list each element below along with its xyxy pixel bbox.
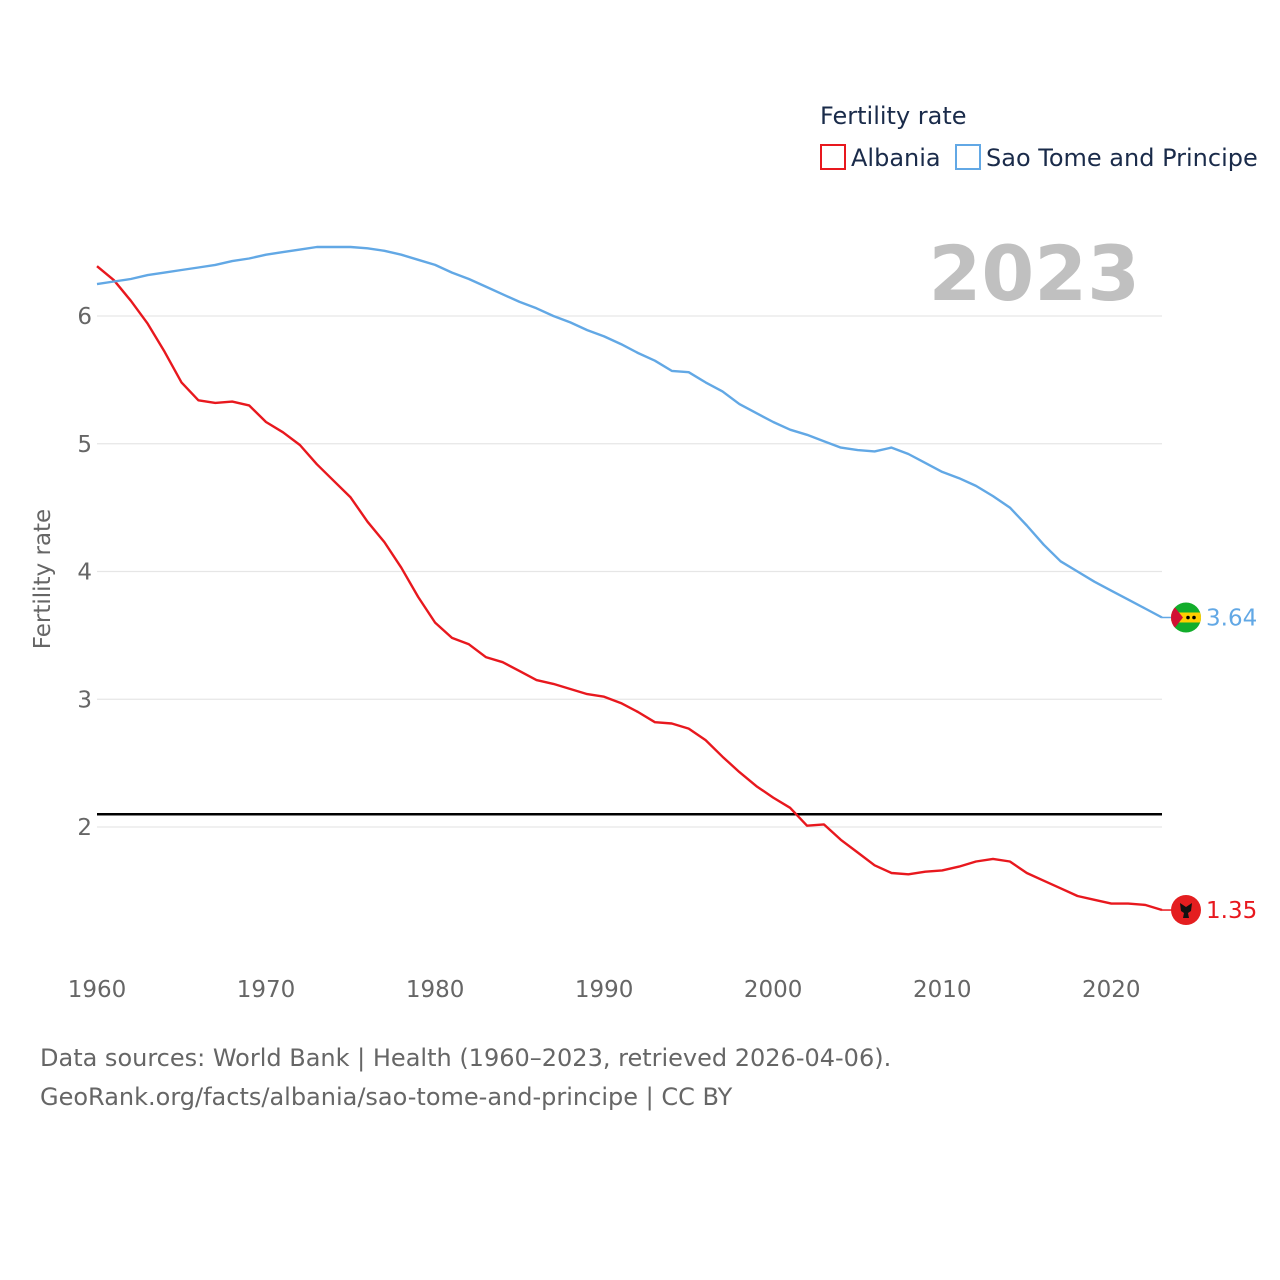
legend-label-albania: Albania xyxy=(851,144,941,172)
legend-item-sao-tome[interactable]: Sao Tome and Principe xyxy=(955,144,1258,172)
end-value-label: 1.35 xyxy=(1206,898,1257,924)
source-url[interactable]: GeoRank.org/facts/albania/sao-tome-and-p… xyxy=(40,1083,733,1111)
series-lines xyxy=(96,245,1163,912)
legend-title: Fertility rate xyxy=(820,102,967,130)
legend-swatch-sao-tome xyxy=(955,144,981,170)
eagle-shape xyxy=(1180,903,1192,919)
end-value-label: 3.64 xyxy=(1206,605,1257,631)
y-tick-label: 6 xyxy=(77,304,92,330)
flag-stripes xyxy=(1171,602,1201,633)
x-tick-label: 2000 xyxy=(744,977,803,1003)
x-tick-label: 1960 xyxy=(68,977,127,1003)
fertility-chart: 2 3 4 5 6 1960 1970 1980 1990 2000 2010 2020 1.35 3… xyxy=(30,102,1258,1003)
y-axis-ticks: 2 3 4 5 6 xyxy=(77,304,92,841)
data-sources-note: Data sources: World Bank | Health (1960–… xyxy=(40,1044,892,1072)
end-labels: 1.35 3.64 xyxy=(1162,602,1257,926)
y-tick-label: 4 xyxy=(77,560,92,586)
legend: Fertility rate Albania Sao Tome and Prin… xyxy=(820,102,1258,172)
x-tick-label: 2010 xyxy=(913,977,972,1003)
sao-tome-flag-icon xyxy=(1171,602,1201,633)
x-tick-label: 1990 xyxy=(575,977,634,1003)
x-tick-label: 1970 xyxy=(237,977,296,1003)
year-stamp: 2023 xyxy=(928,229,1140,318)
gridlines xyxy=(97,315,1162,828)
legend-item-albania[interactable]: Albania xyxy=(820,144,941,172)
y-tick-label: 3 xyxy=(77,687,92,713)
x-axis-ticks: 1960 1970 1980 1990 2000 2010 2020 xyxy=(68,977,1141,1003)
albania-flag-icon xyxy=(1171,895,1201,926)
y-tick-label: 2 xyxy=(77,815,92,841)
y-tick-label: 5 xyxy=(77,432,92,458)
y-axis-title: Fertility rate xyxy=(30,509,56,649)
series-line-albania[interactable] xyxy=(96,265,1163,912)
x-tick-label: 1980 xyxy=(406,977,465,1003)
series-line-sao-tome[interactable] xyxy=(96,245,1163,619)
legend-label-sao-tome: Sao Tome and Principe xyxy=(986,144,1258,172)
legend-swatch-albania xyxy=(820,144,846,170)
x-tick-label: 2020 xyxy=(1082,977,1141,1003)
